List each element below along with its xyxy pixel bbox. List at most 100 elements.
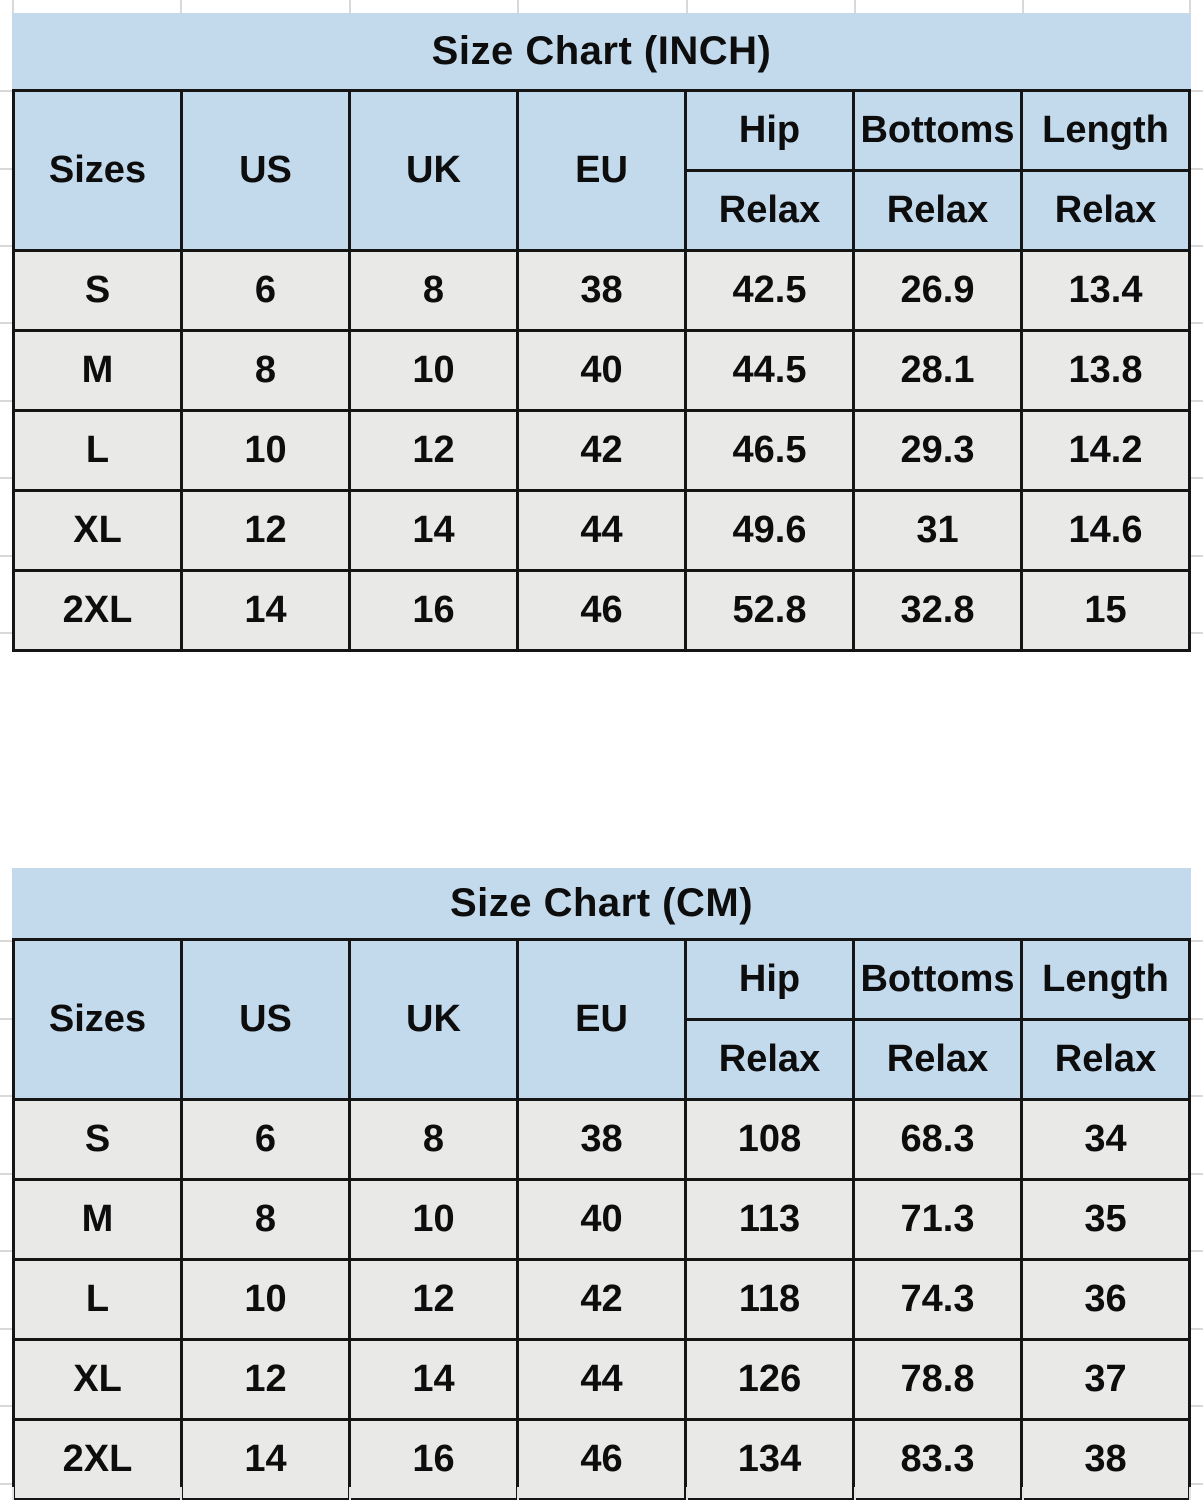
value-cell: 68.3 <box>852 1098 1023 1181</box>
header-row-main: Sizes US UK EU Hip Bottoms Length <box>12 89 1191 252</box>
header-row-fit: Relax Relax Relax <box>14 169 1191 252</box>
subheader-hip-relax: Relax <box>684 1018 855 1101</box>
column-header-bottoms: Bottoms <box>852 89 1023 172</box>
value-cell: 13.4 <box>1020 249 1191 332</box>
value-cell: 14.2 <box>1020 409 1191 492</box>
value-cell: 8 <box>348 1098 519 1181</box>
size-label-cell: 2XL <box>12 569 183 652</box>
gridline-tick <box>0 555 12 557</box>
value-cell: 12 <box>180 489 351 572</box>
value-cell: 38 <box>1020 1418 1191 1500</box>
value-cell: 10 <box>348 1178 519 1261</box>
table-body: S 6 8 38 42.5 26.9 13.4 M 8 10 40 44.5 28.1 13.8 L 10 12… <box>12 249 1191 652</box>
column-header-length: Length <box>1020 89 1191 172</box>
gridline-tick <box>0 632 12 634</box>
size-table-inch: Sizes US UK EU Hip Bottoms Length Relax … <box>12 89 1191 652</box>
gridline-tick <box>12 0 14 13</box>
value-cell: 8 <box>180 1178 351 1261</box>
value-cell: 126 <box>684 1338 855 1421</box>
table-row: XL 12 14 44 126 78.8 37 <box>12 1338 1191 1421</box>
size-label-cell: S <box>12 249 183 332</box>
column-header-sizes: Sizes <box>12 89 183 252</box>
gridline-tick <box>1191 1095 1203 1097</box>
gridline-tick <box>854 0 856 13</box>
gridline-tick <box>1191 1328 1203 1330</box>
value-cell: 38 <box>516 1098 687 1181</box>
gridline-tick <box>0 1328 12 1330</box>
value-cell: 49.6 <box>684 489 855 572</box>
gridline-tick <box>12 1487 14 1500</box>
value-cell: 10 <box>180 1258 351 1341</box>
size-label-cell: L <box>12 1258 183 1341</box>
size-label-cell: L <box>12 409 183 492</box>
table-header: Sizes US UK EU Hip Bottoms Length Relax … <box>12 938 1191 1101</box>
value-cell: 16 <box>348 569 519 652</box>
subheader-bottoms-relax: Relax <box>852 1018 1023 1101</box>
table-row: M 8 10 40 44.5 28.1 13.8 <box>12 329 1191 412</box>
size-table-cm: Sizes US UK EU Hip Bottoms Length Relax … <box>12 938 1191 1500</box>
size-label-cell: M <box>12 329 183 412</box>
value-cell: 12 <box>348 1258 519 1341</box>
size-label-cell: XL <box>12 1338 183 1421</box>
column-header-us: US <box>180 89 351 252</box>
value-cell: 46 <box>516 1418 687 1500</box>
gridline-tick <box>180 1487 182 1500</box>
column-header-sizes: Sizes <box>12 938 183 1101</box>
gridline-tick <box>686 0 688 13</box>
value-cell: 15 <box>1020 569 1191 652</box>
value-cell: 44 <box>516 489 687 572</box>
column-header-uk: UK <box>348 89 519 252</box>
gridline-tick <box>0 1095 12 1097</box>
size-label-cell: 2XL <box>12 1418 183 1500</box>
value-cell: 74.3 <box>852 1258 1023 1341</box>
column-header-uk: UK <box>348 938 519 1101</box>
value-cell: 52.8 <box>684 569 855 652</box>
value-cell: 46 <box>516 569 687 652</box>
value-cell: 37 <box>1020 1338 1191 1421</box>
gridline-tick <box>1022 0 1024 13</box>
value-cell: 34 <box>1020 1098 1191 1181</box>
gridline-tick <box>1191 1018 1203 1020</box>
subheader-bottoms-relax: Relax <box>852 169 1023 252</box>
gridline-tick <box>0 90 12 92</box>
column-header-us: US <box>180 938 351 1101</box>
gridline-tick <box>854 1487 856 1500</box>
value-cell: 14 <box>348 1338 519 1421</box>
table-title-inch: Size Chart (INCH) <box>12 13 1191 89</box>
gridline-tick <box>0 245 12 247</box>
table-header: Sizes US UK EU Hip Bottoms Length Relax … <box>12 89 1191 252</box>
gridline-tick <box>1191 1483 1203 1485</box>
value-cell: 32.8 <box>852 569 1023 652</box>
size-chart-inch-table: Size Chart (INCH) Sizes US UK EU Hip Bot… <box>12 13 1191 652</box>
gridline-tick <box>1022 1487 1024 1500</box>
value-cell: 26.9 <box>852 249 1023 332</box>
gridline-tick <box>1191 477 1203 479</box>
value-cell: 14 <box>180 1418 351 1500</box>
gridline-tick <box>686 1487 688 1500</box>
gridline-tick <box>0 400 12 402</box>
value-cell: 40 <box>516 329 687 412</box>
gridline-tick <box>517 1487 519 1500</box>
table-row: XL 12 14 44 49.6 31 14.6 <box>12 489 1191 572</box>
header-row-fit: Relax Relax Relax <box>14 1018 1191 1101</box>
gridline-tick <box>180 0 182 13</box>
table-row: 2XL 14 16 46 134 83.3 38 <box>12 1418 1191 1500</box>
value-cell: 6 <box>180 1098 351 1181</box>
gridline-tick <box>1191 940 1203 942</box>
size-label-cell: S <box>12 1098 183 1181</box>
value-cell: 28.1 <box>852 329 1023 412</box>
value-cell: 78.8 <box>852 1338 1023 1421</box>
gridline-tick <box>0 1018 12 1020</box>
gridline-tick <box>1191 90 1203 92</box>
gridline-tick <box>1191 1173 1203 1175</box>
header-row-main: Sizes US UK EU Hip Bottoms Length <box>12 938 1191 1101</box>
value-cell: 35 <box>1020 1178 1191 1261</box>
subheader-length-relax: Relax <box>1020 169 1191 252</box>
column-header-eu: EU <box>516 89 687 252</box>
table-row: L 10 12 42 46.5 29.3 14.2 <box>12 409 1191 492</box>
table-row: 2XL 14 16 46 52.8 32.8 15 <box>12 569 1191 652</box>
gridline-tick <box>0 1405 12 1407</box>
gridline-tick <box>1191 1250 1203 1252</box>
subheader-hip-relax: Relax <box>684 169 855 252</box>
value-cell: 40 <box>516 1178 687 1261</box>
